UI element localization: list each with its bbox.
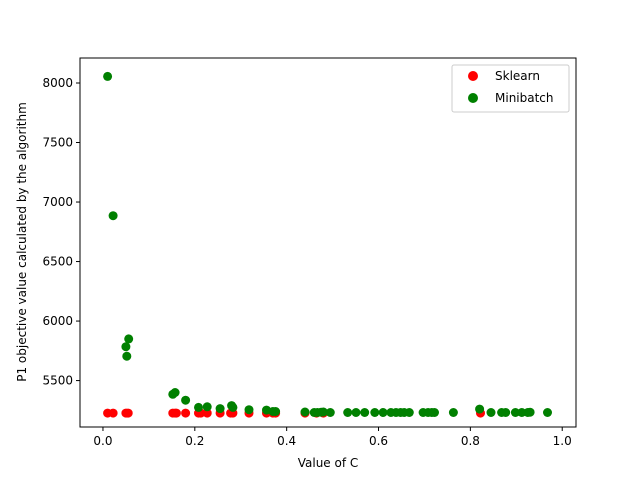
point-minibatch-36: [430, 408, 439, 417]
legend-label-minibatch: Minibatch: [495, 91, 554, 105]
x-axis-label: Value of C: [298, 456, 359, 470]
x-tick-label: 0.4: [277, 434, 296, 448]
point-minibatch-2: [121, 342, 131, 352]
point-minibatch-4: [124, 334, 134, 344]
point-minibatch-45: [525, 407, 535, 417]
point-minibatch-0: [103, 71, 113, 81]
point-minibatch-1: [108, 211, 118, 221]
point-minibatch-16: [271, 407, 281, 416]
point-minibatch-7: [181, 395, 191, 405]
point-minibatch-39: [486, 408, 496, 417]
point-minibatch-26: [370, 408, 380, 417]
point-minibatch-10: [215, 404, 225, 414]
y-tick-label: 6000: [42, 314, 73, 328]
point-sklearn-7: [181, 408, 191, 418]
point-minibatch-6: [170, 388, 180, 397]
point-minibatch-9: [202, 402, 212, 412]
y-tick-label: 6500: [42, 255, 73, 269]
plot-area: [79, 57, 577, 428]
x-tick-label: 0.0: [93, 434, 112, 448]
point-minibatch-38: [475, 404, 485, 414]
legend-label-sklearn: Sklearn: [495, 69, 540, 83]
x-tick-label: 1.0: [553, 434, 572, 448]
x-tick-label: 0.2: [185, 434, 204, 448]
point-minibatch-32: [404, 408, 414, 417]
point-minibatch-17: [300, 407, 310, 417]
x-tick-label: 0.6: [369, 434, 388, 448]
x-tick-label: 0.8: [461, 434, 480, 448]
point-minibatch-46: [543, 408, 552, 417]
point-sklearn-1: [108, 408, 118, 418]
point-minibatch-8: [194, 402, 203, 412]
y-axis-ticks: 5500 6000 6500 7000 7500 8000: [42, 76, 80, 388]
legend-marker-minibatch: [468, 93, 478, 103]
y-tick-label: 7000: [42, 195, 73, 209]
point-minibatch-23: [343, 408, 353, 417]
point-minibatch-27: [378, 408, 388, 417]
data-points: [103, 71, 552, 418]
legend-marker-sklearn: [468, 71, 478, 81]
point-sklearn-6: [171, 408, 181, 418]
legend-box: [451, 64, 570, 113]
point-minibatch-37: [448, 408, 458, 417]
point-sklearn-10: [202, 408, 212, 418]
y-axis-label: P1 objective value calculated by the alg…: [15, 102, 29, 382]
point-sklearn-3: [123, 408, 133, 418]
point-minibatch-25: [360, 408, 370, 417]
point-minibatch-42: [510, 408, 520, 417]
y-tick-label: 5500: [42, 374, 73, 388]
point-minibatch-21: [318, 407, 328, 417]
x-axis-ticks: 0.0 0.2 0.4 0.6 0.8 1.0: [93, 427, 572, 448]
y-tick-label: 8000: [42, 76, 73, 90]
axes-frame: [79, 57, 577, 428]
y-tick-label: 7500: [42, 136, 73, 150]
legend: Sklearn Minibatch: [451, 64, 570, 113]
point-minibatch-22: [325, 408, 335, 417]
point-minibatch-24: [351, 408, 361, 417]
point-minibatch-41: [501, 408, 511, 417]
point-minibatch-13: [244, 405, 254, 415]
point-minibatch-3: [122, 351, 132, 361]
point-minibatch-12: [228, 402, 238, 412]
